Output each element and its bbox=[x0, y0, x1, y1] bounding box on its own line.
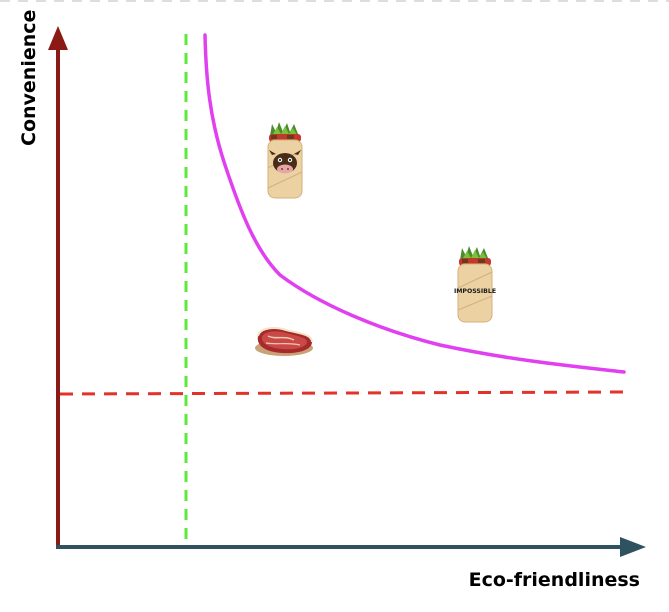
y-axis-label: Convenience bbox=[18, 10, 40, 146]
tradeoff-curve bbox=[203, 33, 626, 374]
steak-icon bbox=[255, 327, 313, 356]
x-axis-label: Eco-friendliness bbox=[469, 569, 640, 591]
horizontal-threshold-line bbox=[59, 390, 627, 396]
burrito-impossible-icon: IMPOSSIBLE bbox=[454, 246, 496, 323]
x-axis-arrowhead bbox=[620, 537, 646, 557]
burrito-cow-icon bbox=[267, 122, 303, 199]
impossible-wrapper-text: IMPOSSIBLE bbox=[454, 288, 496, 295]
y-axis-arrowhead bbox=[48, 26, 68, 50]
